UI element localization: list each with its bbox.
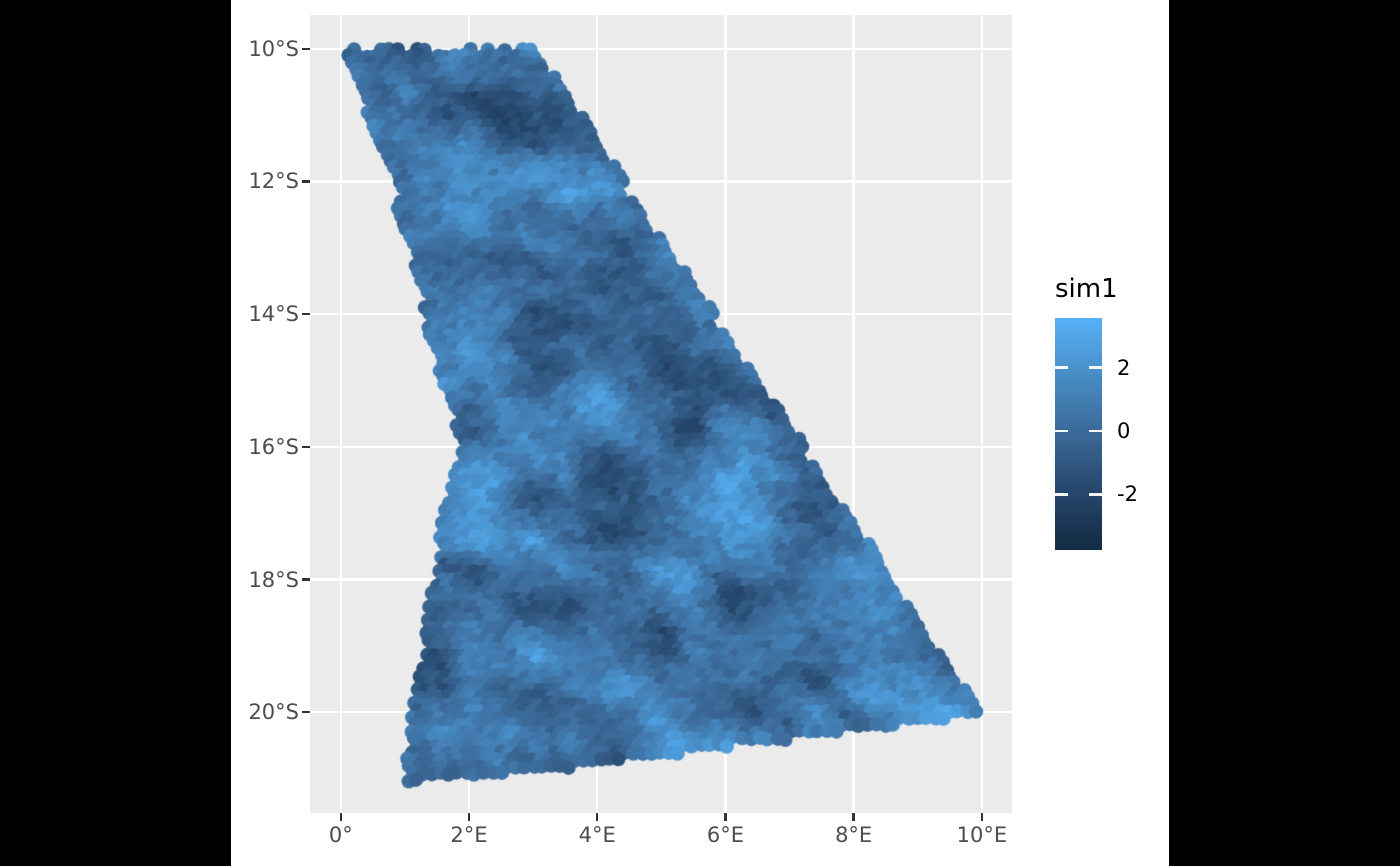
x-tick-mark <box>339 813 343 821</box>
y-tick-label: 14°S <box>248 302 299 327</box>
x-tick-mark <box>595 813 599 821</box>
legend-tick-label: 2 <box>1117 355 1131 380</box>
x-tick-mark <box>724 813 727 821</box>
legend-tick-mark <box>1089 493 1102 496</box>
legend-tick-mark <box>1089 429 1102 433</box>
y-tick-label: 18°S <box>248 567 299 592</box>
x-tick-label: 0° <box>328 823 353 847</box>
x-tick-label: 4°E <box>578 823 616 847</box>
legend-tick-mark <box>1055 429 1068 433</box>
y-tick-mark <box>302 47 310 51</box>
y-tick-label: 10°S <box>248 36 299 61</box>
legend-tick-mark <box>1055 366 1068 369</box>
y-tick-mark <box>302 180 310 183</box>
legend-title: sim1 <box>1055 274 1118 304</box>
legend-colorbar <box>1055 318 1102 550</box>
x-tick-label: 2°E <box>450 823 488 847</box>
y-tick-label: 20°S <box>248 700 299 725</box>
legend-tick-label: 0 <box>1117 418 1131 443</box>
x-tick-mark <box>467 813 471 821</box>
x-tick-label: 8°E <box>835 823 873 847</box>
point-cloud-canvas <box>310 15 1012 813</box>
y-tick-mark <box>302 312 310 316</box>
legend-tick-label: -2 <box>1117 482 1138 507</box>
x-tick-mark <box>852 813 855 821</box>
legend-tick-mark <box>1089 366 1102 369</box>
y-tick-mark <box>302 445 310 449</box>
y-tick-label: 16°S <box>248 434 299 459</box>
legend-tick-mark <box>1055 493 1068 496</box>
plot-panel <box>310 15 1012 813</box>
x-tick-label: 6°E <box>706 823 744 847</box>
y-tick-mark <box>302 578 310 581</box>
x-tick-mark <box>980 813 984 821</box>
y-tick-mark <box>302 710 310 714</box>
plot-figure: 0° 2°E 4°E 6°E 8°E 10°E 10°S 12°S 14°S 16°S 18°S 2… <box>231 0 1169 866</box>
x-tick-label: 10°E <box>956 823 1008 847</box>
y-tick-label: 12°S <box>248 169 299 194</box>
